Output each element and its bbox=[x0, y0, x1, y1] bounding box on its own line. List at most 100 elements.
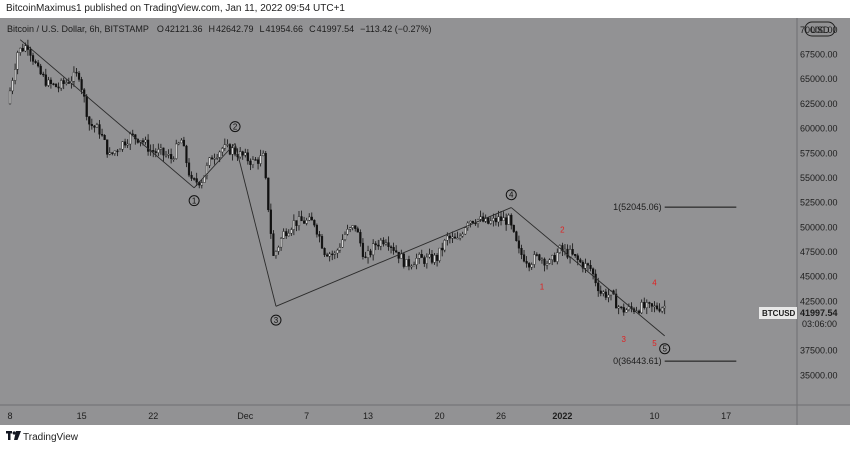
price-tag-price: 41997.54 bbox=[800, 308, 838, 318]
y-tick-label: 52500.00 bbox=[800, 198, 838, 208]
candle-body bbox=[254, 159, 257, 161]
y-tick-label: 70000.00 bbox=[800, 25, 838, 35]
time-axis[interactable]: 8 15 22 Dec 7 13 20 26 2022 10 17 bbox=[7, 411, 731, 421]
ohlc-key: O bbox=[157, 24, 164, 34]
candle-body bbox=[187, 162, 191, 176]
candle-body bbox=[177, 142, 180, 145]
candle-body bbox=[563, 248, 567, 252]
candle-body bbox=[400, 253, 403, 259]
candle-body bbox=[625, 309, 628, 313]
candle-body bbox=[269, 209, 272, 234]
candle-body bbox=[318, 234, 321, 237]
candle-body bbox=[200, 182, 203, 186]
candle-body bbox=[29, 49, 32, 56]
candle-body bbox=[8, 90, 12, 105]
candle-body bbox=[354, 225, 357, 229]
wave-label-circle bbox=[188, 195, 200, 207]
candle-body bbox=[407, 259, 411, 267]
tradingview-logo-icon bbox=[6, 431, 21, 440]
candle-body bbox=[11, 80, 14, 92]
ohlc-value: −113.42 (−0.27%) bbox=[360, 24, 431, 34]
candle-body bbox=[121, 141, 124, 150]
candle-body bbox=[499, 216, 503, 221]
candle-body bbox=[185, 145, 188, 164]
candle-body bbox=[320, 236, 324, 249]
candle-body bbox=[47, 79, 50, 86]
candle-body bbox=[349, 227, 352, 230]
candle-body bbox=[622, 307, 625, 313]
candle-body bbox=[190, 174, 193, 179]
candle-body bbox=[604, 291, 607, 298]
candle-body bbox=[77, 72, 81, 80]
price-chart[interactable]: 1(52045.06) 0(36443.61) 1 2 3 4 5 1 2 3 4 5 70000.… bbox=[0, 18, 850, 425]
candle-body bbox=[88, 116, 91, 125]
x-tick-label: 22 bbox=[148, 411, 158, 421]
candle-body bbox=[425, 256, 428, 264]
fib-level-label: 0(36443.61) bbox=[613, 356, 662, 366]
candle-body bbox=[49, 79, 53, 84]
y-tick-label: 35000.00 bbox=[800, 370, 838, 380]
currency-button-frame[interactable] bbox=[804, 21, 836, 37]
wave-label-minor: 3 bbox=[622, 335, 627, 344]
candle-body bbox=[655, 305, 659, 310]
wave-label-minor: 4 bbox=[652, 279, 657, 288]
candle-body bbox=[157, 149, 160, 153]
candle-body bbox=[369, 250, 372, 256]
candle-body bbox=[313, 219, 316, 226]
candle-body bbox=[443, 240, 446, 251]
y-tick-label: 45000.00 bbox=[800, 272, 838, 282]
x-tick-label: 10 bbox=[649, 411, 659, 421]
candle-body bbox=[574, 254, 577, 256]
ohlc-key: C bbox=[309, 24, 316, 34]
currency-button[interactable]: USD bbox=[804, 21, 836, 37]
candle-body bbox=[292, 220, 295, 230]
candle-body bbox=[111, 152, 114, 154]
candle-body bbox=[62, 80, 65, 84]
candle-body bbox=[180, 139, 183, 144]
candle-body bbox=[402, 253, 405, 267]
candle-body bbox=[528, 263, 531, 268]
fib-levels: 1(52045.06) 0(36443.61) bbox=[613, 202, 737, 366]
candle-body bbox=[113, 150, 116, 154]
candle-body bbox=[456, 237, 459, 240]
candle-body bbox=[387, 242, 390, 247]
chart-background bbox=[0, 18, 850, 425]
candle-body bbox=[210, 157, 214, 160]
candle-body bbox=[323, 248, 326, 256]
candle-body bbox=[525, 261, 528, 264]
wave-labels: 1 2 3 4 5 1 2 3 4 5 bbox=[188, 121, 671, 355]
ohlc-value: 41997.54 bbox=[317, 24, 355, 34]
candle-body bbox=[193, 178, 196, 180]
candle-body bbox=[576, 255, 579, 260]
candle-body bbox=[420, 254, 423, 258]
candle-body bbox=[599, 290, 602, 294]
candle-body bbox=[231, 147, 234, 155]
candle-body bbox=[285, 231, 288, 237]
wave-line-segment bbox=[510, 207, 665, 337]
candle-body bbox=[489, 220, 492, 224]
candle-body bbox=[364, 256, 367, 258]
candle-body bbox=[52, 83, 55, 85]
y-tick-label: 62500.00 bbox=[800, 99, 838, 109]
candle-body bbox=[208, 157, 211, 166]
candle-body bbox=[464, 227, 467, 235]
candle-body bbox=[98, 124, 101, 135]
candle-body bbox=[267, 177, 270, 211]
candle-body bbox=[24, 45, 27, 52]
candle-body bbox=[223, 144, 226, 149]
candle-body bbox=[39, 65, 42, 75]
candle-body bbox=[533, 254, 536, 265]
candle-body bbox=[21, 47, 24, 52]
candle-body bbox=[31, 55, 35, 62]
candle-body bbox=[530, 264, 533, 268]
candle-body bbox=[543, 258, 546, 266]
candle-body bbox=[430, 254, 434, 263]
candle-body bbox=[515, 231, 518, 242]
candle-body bbox=[441, 247, 444, 251]
candle-body bbox=[548, 259, 551, 264]
candle-body bbox=[597, 282, 600, 292]
candle-body bbox=[328, 253, 331, 257]
wave-label-major: 3 bbox=[274, 316, 279, 325]
price-tag-box bbox=[798, 306, 840, 330]
y-tick-label: 65000.00 bbox=[800, 74, 838, 84]
